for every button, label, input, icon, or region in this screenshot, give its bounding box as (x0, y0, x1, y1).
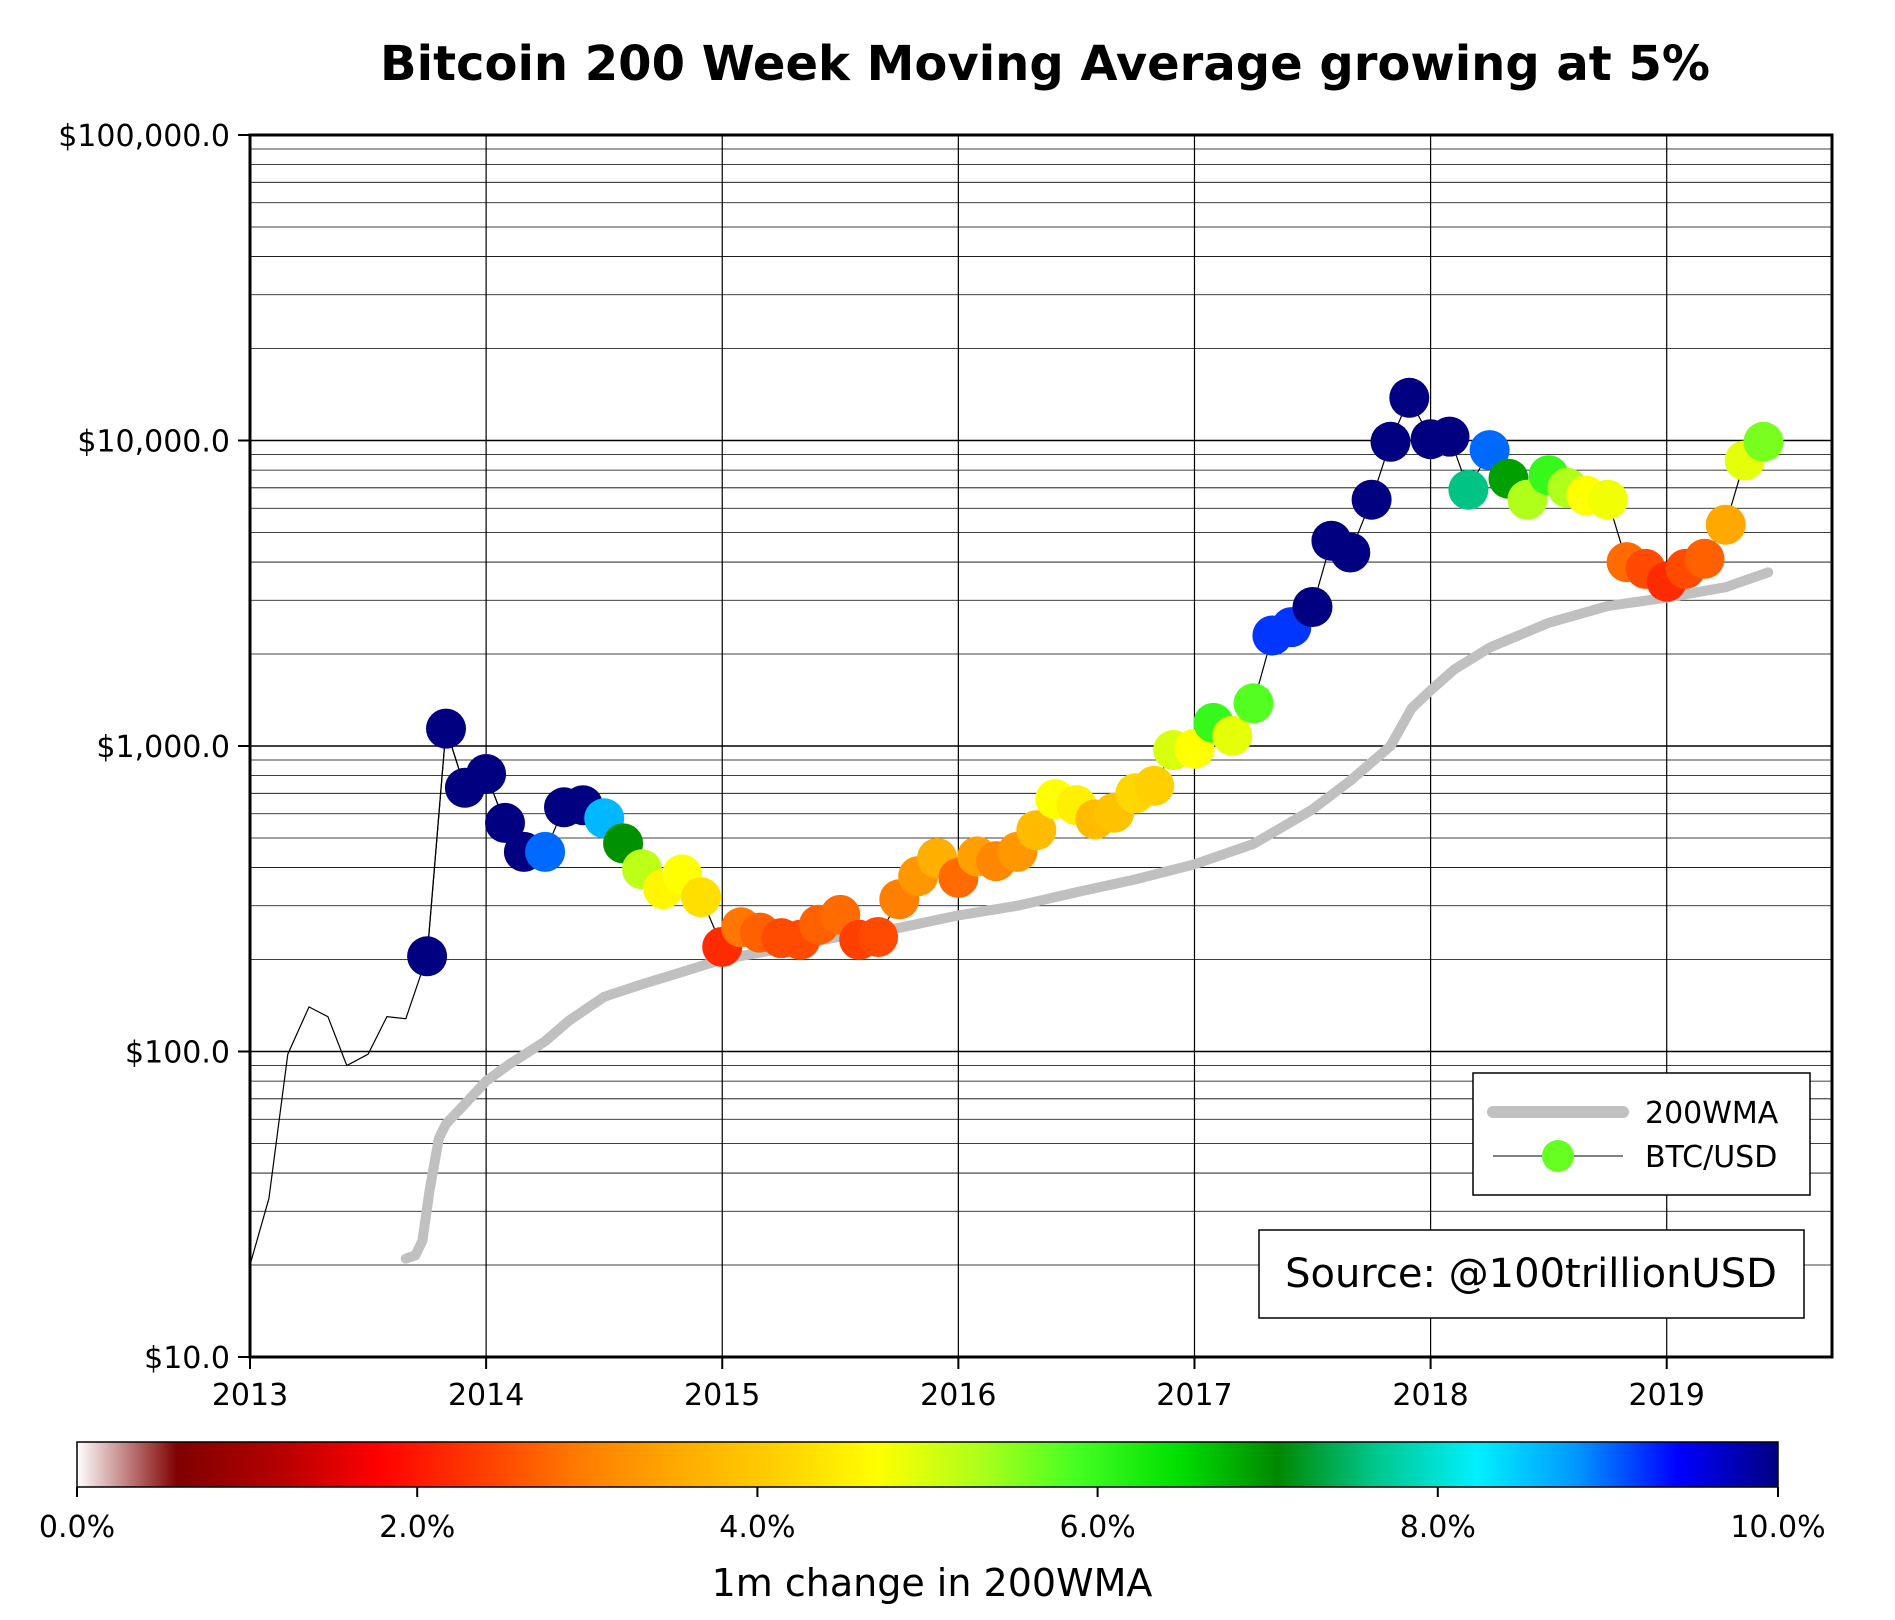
btc-point (525, 831, 566, 872)
btc-point (1016, 810, 1057, 851)
legend-box (1472, 1072, 1811, 1196)
x-tick-label: 2019 (1629, 1378, 1705, 1413)
source-text: Source: @100trillionUSD (1285, 1251, 1777, 1297)
source-box (1258, 1229, 1805, 1319)
btc-point (1429, 416, 1470, 457)
source-annotation: Source: @100trillionUSD (1258, 1229, 1805, 1319)
legend-label-btcusd: BTC/USD (1645, 1140, 1777, 1175)
x-tick-label: 2017 (1156, 1378, 1232, 1413)
btc-point (1292, 587, 1333, 627)
btc-point (407, 936, 448, 977)
btc-point (1351, 479, 1392, 520)
colorbar-tick-label: 4.0% (719, 1510, 795, 1545)
colorbar-ticks: 0.0% 2.0% 4.0% 6.0% 8.0% 10.0% (39, 1487, 1826, 1545)
btc-point (1448, 469, 1489, 510)
x-tick-label: 2015 (684, 1378, 760, 1413)
y-tick-label: $10.0 (144, 1341, 230, 1376)
btc-point (1587, 479, 1628, 520)
wma-line (400, 567, 1774, 1264)
btc-point (681, 877, 721, 918)
btc-point (1389, 377, 1430, 418)
btc-point (1212, 715, 1253, 756)
colorbar-tick-label: 6.0% (1059, 1510, 1135, 1545)
chart-title: Bitcoin 200 Week Moving Average growing … (380, 36, 1710, 92)
y-tick-label: $1,000.0 (96, 730, 230, 765)
btc-point (1233, 683, 1274, 724)
btc-point (1684, 538, 1725, 579)
x-tick-label: 2018 (1392, 1378, 1468, 1413)
colorbar-tick-label: 0.0% (39, 1510, 115, 1545)
y-axis: $10.0 $100.0 $1,000.0 $10,000.0 $100,000.0 (58, 119, 250, 1376)
btc-point (1705, 504, 1746, 545)
legend-label-200wma: 200WMA (1645, 1096, 1779, 1131)
btc-point (1134, 765, 1175, 806)
btc-point (466, 754, 507, 794)
legend-btc-marker (1542, 1140, 1574, 1172)
wma-series (400, 567, 1774, 1264)
x-axis: 2013 2014 2015 2016 2017 2018 2019 (212, 1357, 1705, 1413)
x-tick-label: 2016 (920, 1378, 996, 1413)
colorbar: 0.0% 2.0% 4.0% 6.0% 8.0% 10.0% 1m change in 2… (39, 1441, 1826, 1605)
colorbar-tick-label: 10.0% (1730, 1510, 1825, 1545)
legend: 200WMA BTC/USD (1472, 1072, 1811, 1196)
btc-point (1330, 532, 1371, 573)
y-tick-label: $100.0 (125, 1036, 230, 1071)
colorbar-tick-label: 8.0% (1400, 1510, 1476, 1545)
x-tick-label: 2013 (212, 1378, 288, 1413)
btc-early-line (249, 728, 506, 1266)
x-tick-label: 2014 (448, 1378, 524, 1413)
btc-point (485, 802, 525, 843)
colorbar-label: 1m change in 200WMA (712, 1561, 1153, 1605)
btc-point (426, 708, 466, 749)
btc-point (1370, 421, 1411, 462)
y-tick-label: $10,000.0 (77, 425, 230, 460)
colorbar-tick-label: 2.0% (379, 1510, 455, 1545)
btc-point (858, 917, 899, 957)
btc-points-series (407, 377, 1784, 977)
colorbar-bar (76, 1441, 1779, 1488)
btc-point (1469, 430, 1510, 471)
y-tick-label: $100,000.0 (58, 119, 230, 154)
btc-point (1743, 421, 1784, 462)
